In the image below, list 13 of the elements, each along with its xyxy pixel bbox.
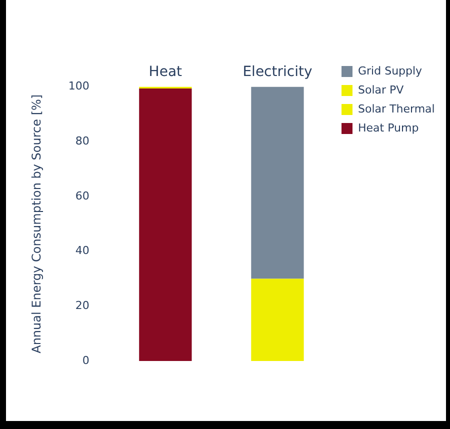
y-tick-label: 40 [75,244,90,258]
legend-label: Heat Pump [358,121,419,134]
y-axis-title: Annual Energy Consumption by Source [%] [29,94,44,354]
legend-label: Solar PV [358,83,404,96]
y-tick-label: 20 [75,299,90,312]
y-tick-label: 60 [75,189,90,202]
x-tick-label: Heat [148,64,183,80]
y-tick-label: 0 [82,354,90,367]
legend-label: Solar Thermal [358,102,435,116]
legend-label: Grid Supply [358,64,423,78]
y-tick-label: 80 [75,134,90,148]
x-tick-label: Electricity [242,64,312,80]
y-tick-label: 100 [68,80,90,93]
